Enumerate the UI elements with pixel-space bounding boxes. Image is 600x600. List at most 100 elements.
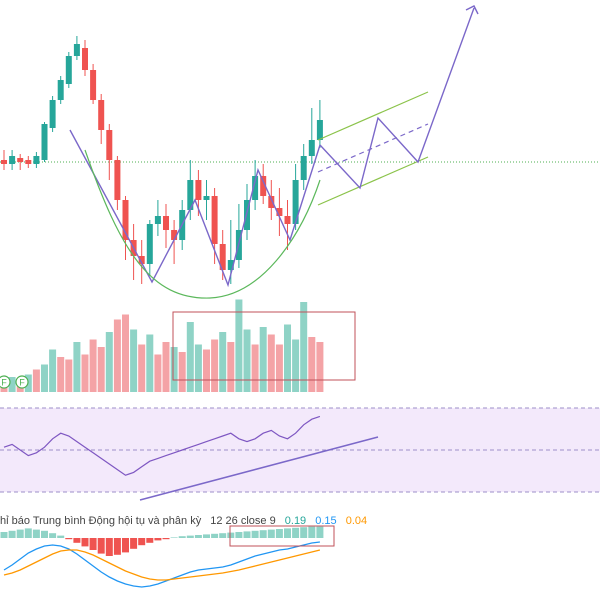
macd-histogram-bar (227, 532, 235, 538)
macd-histogram-bar (235, 532, 243, 538)
volume-bar (146, 334, 154, 392)
signal-line (3, 549, 321, 581)
macd-histogram-bar (162, 538, 170, 540)
volume-bar (89, 339, 97, 392)
macd-histogram-bar (292, 527, 300, 538)
volume-bar (186, 322, 194, 392)
macd-histogram-bar (146, 538, 154, 543)
macd-pane (0, 525, 335, 588)
macd-histogram-bar (138, 538, 146, 546)
volume-bar (259, 327, 267, 392)
candle-body (252, 176, 259, 200)
volume-bar (308, 337, 316, 392)
macd-histogram-bar (194, 535, 202, 538)
drawings-layer (69, 5, 479, 299)
macd-histogram-bar (211, 533, 219, 538)
macd-histogram-bar (122, 538, 129, 553)
rsi-trendline (139, 436, 379, 501)
macd-histogram-bar (219, 533, 227, 538)
macd-histogram-bar (65, 538, 73, 540)
volume-bar (81, 354, 89, 392)
volume-bar (49, 349, 57, 392)
channel-upper (317, 91, 429, 141)
macd-histogram-bar (154, 538, 162, 541)
macd-highlight-box (229, 525, 335, 547)
rsi-pane (0, 407, 600, 501)
candle-body (9, 156, 16, 164)
candle-body (268, 196, 275, 208)
volume-bar (8, 377, 16, 392)
macd-histogram-bar (89, 538, 97, 550)
volume-bar (65, 359, 73, 392)
channel-mid (317, 123, 429, 173)
marker-badge (15, 375, 29, 389)
volume-bar (113, 319, 121, 392)
candle-body (300, 156, 307, 180)
marker-label: F (19, 378, 25, 388)
candle-body (82, 48, 88, 70)
macd-legend-params: 12 26 close 9 (210, 515, 276, 527)
projection-path (319, 7, 475, 190)
volume-bar (284, 324, 291, 392)
candle-body (187, 180, 194, 210)
volume-bar (235, 299, 243, 392)
candle-body (90, 70, 97, 100)
macd-histogram-bar (81, 538, 89, 547)
candle-body (284, 216, 291, 224)
candle-body (171, 230, 178, 240)
candle-body (276, 208, 283, 216)
volume-bar (170, 347, 178, 392)
candle-body (33, 156, 40, 164)
candle-body (203, 196, 210, 200)
volume-bar (162, 342, 170, 392)
marker-label: F (1, 378, 7, 388)
cup-curve (84, 149, 321, 299)
volume-bar (300, 302, 308, 392)
rsi-line (3, 415, 321, 476)
volume-bar (194, 344, 202, 392)
macd-histogram-bar (57, 535, 65, 538)
volume-bar (32, 369, 40, 392)
volume-bar (292, 339, 300, 392)
projection-arrowhead (465, 5, 479, 15)
macd-histogram-bar (73, 538, 81, 543)
volume-bar (227, 342, 235, 392)
volume-bar (219, 332, 227, 392)
volume-highlight-box (172, 311, 356, 381)
candle-body (73, 44, 80, 56)
candle-body (98, 100, 105, 130)
macd-histogram-bar (16, 529, 24, 538)
macd-histogram-bar (308, 526, 316, 538)
macd-histogram-bar (8, 530, 16, 538)
macd-legend-macd: 0.15 (315, 515, 337, 527)
volume-bar (203, 349, 210, 392)
candle-body (292, 180, 299, 224)
macd-histogram-bar (24, 528, 32, 538)
candle-body (106, 130, 113, 160)
macd-histogram-bar (49, 533, 57, 538)
candle-body (41, 124, 48, 160)
macd-histogram-bar (170, 537, 178, 538)
volume-bar (267, 334, 275, 392)
macd-histogram-bar (259, 530, 267, 538)
macd-histogram-bar (130, 538, 138, 549)
volume-bar (57, 357, 65, 392)
candle-body (114, 160, 121, 200)
macd-legend-histogram: 0.19 (284, 515, 307, 527)
macd-histogram-bar (300, 527, 308, 538)
volume-bar (251, 344, 259, 392)
candle-body (1, 160, 7, 164)
macd-histogram-bar (186, 535, 194, 538)
volume-bar (178, 352, 186, 392)
macd-histogram-bar (284, 528, 291, 538)
volume-bar (105, 332, 113, 392)
macd-legend-signal: 0.04 (345, 515, 368, 527)
candle-body (227, 260, 234, 270)
candle-body (308, 140, 315, 156)
volume-bar (211, 339, 219, 392)
candle-body (260, 176, 267, 196)
zigzag-wave (69, 129, 321, 288)
volume-bar (316, 342, 324, 392)
